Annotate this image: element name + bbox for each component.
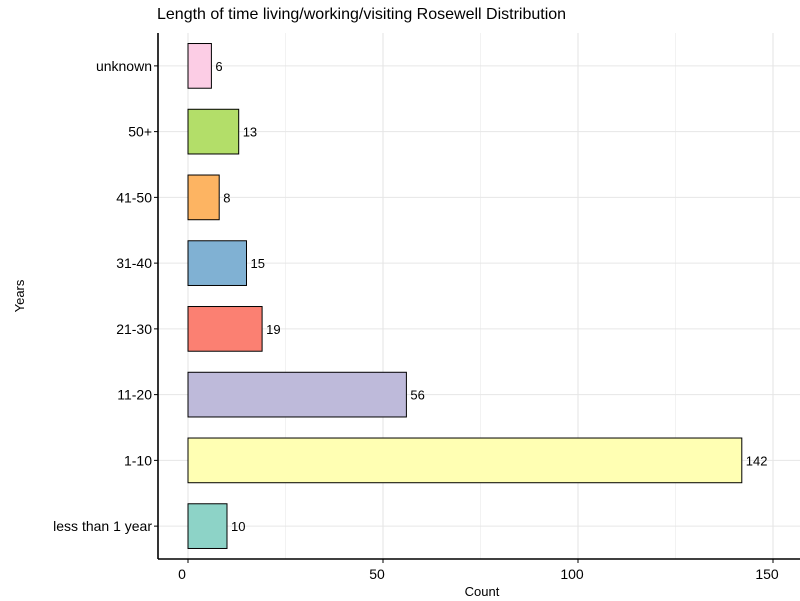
y-tick-label: 21-30 [116, 321, 152, 337]
y-axis-title: Years [12, 279, 27, 312]
bar-41-50 [187, 174, 220, 221]
y-tick-label: less than 1 year [53, 518, 152, 534]
y-tick-label: 31-40 [116, 255, 152, 271]
bar-value-label: 6 [215, 59, 222, 74]
bars-layer [187, 43, 743, 549]
y-tick-label: 50+ [128, 124, 152, 140]
bar-11-20 [187, 371, 407, 418]
bar-50- [187, 108, 240, 155]
bar-value-label: 8 [223, 190, 230, 205]
bar-value-label: 13 [243, 125, 257, 140]
labels-layer: 10 142 56 19 15 8 13 6 [215, 59, 767, 534]
axis-layer: less than 1 year 1-10 11-20 21-30 31-40 41-50… [53, 33, 800, 582]
x-tick-label: 50 [369, 566, 385, 582]
bar-value-label: 10 [231, 519, 245, 534]
chart-title: Length of time living/working/visiting R… [157, 6, 567, 23]
y-tick-label: unknown [96, 58, 152, 74]
y-tick-label: 41-50 [116, 189, 152, 205]
bar-1-10 [187, 437, 743, 484]
x-tick-label: 150 [755, 566, 779, 582]
bar-31-40 [187, 240, 247, 286]
y-tick-label: 11-20 [117, 387, 152, 403]
x-tick-label: 100 [560, 566, 584, 582]
bar-value-label: 56 [410, 388, 424, 403]
bar-value-label: 15 [251, 256, 265, 271]
bar-less-than-1-year [187, 503, 228, 549]
x-axis-title: Count [465, 584, 500, 599]
y-tick-label: 1-10 [124, 452, 152, 468]
x-tick-label: 0 [178, 566, 186, 582]
bar-value-label: 19 [266, 322, 280, 337]
bar-value-label: 142 [746, 453, 768, 468]
bar-21-30 [187, 306, 263, 352]
bar-unknown [187, 43, 212, 89]
